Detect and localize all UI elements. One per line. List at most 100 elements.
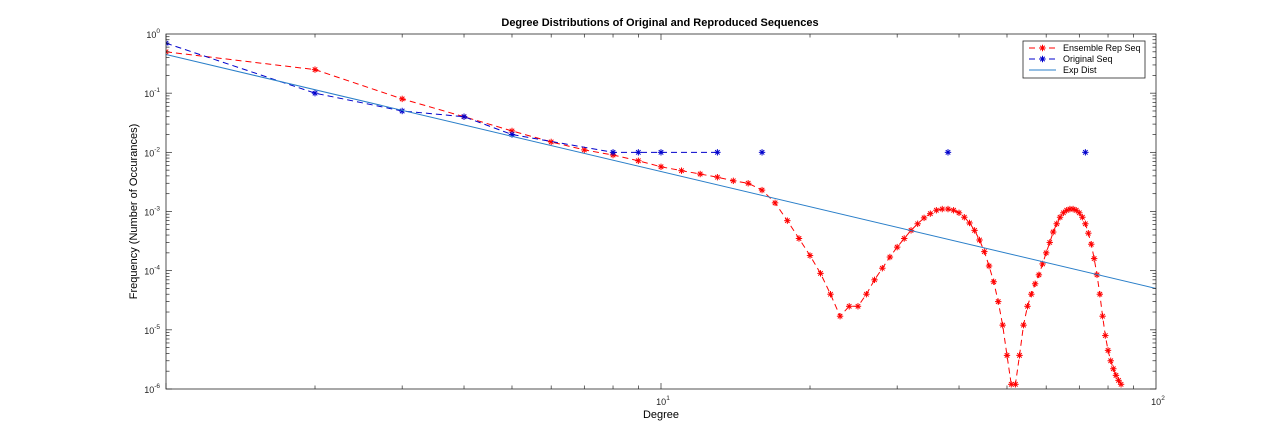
legend-entry: Exp Dist [1029,65,1097,75]
y-tick-label: 10-3 [144,206,160,218]
data-point [893,243,901,251]
data-point [1104,347,1112,354]
data-point [1110,365,1117,372]
series-1 [166,39,1089,156]
data-point [950,207,957,214]
chart-title: Degree Distributions of Original and Rep… [501,17,818,29]
data-point [999,321,1006,329]
data-point [944,149,952,156]
data-point [1042,249,1050,257]
data-point [758,186,766,194]
y-tick-label: 10-6 [144,383,160,395]
data-point [1024,303,1031,310]
legend-label: Original Seq [1063,54,1113,64]
data-point [966,219,973,227]
data-point [1082,149,1089,156]
data-point [1073,207,1080,214]
data-point [976,236,983,244]
data-point [939,205,946,213]
data-point [990,278,997,285]
data-point [1107,357,1114,364]
data-point [1046,239,1053,246]
data-point [1102,332,1109,339]
data-point [1090,255,1098,262]
data-point [836,312,844,320]
data-point [311,89,319,97]
data-point [771,199,779,207]
data-point [678,167,685,174]
data-point [1082,220,1089,227]
data-point [1115,377,1122,384]
series-0 [166,48,1125,388]
data-point [1088,241,1095,248]
data-point [1117,381,1125,388]
plot-area: 101 102 10-6 10-5 10-4 10-3 10-2 10-1 100 [144,28,1165,407]
data-point [784,217,791,224]
axes-layer: 101 102 10-6 10-5 10-4 10-3 10-2 10-1 100 [144,28,1165,407]
data-point [1003,352,1011,359]
x-tick-label: 101 [656,395,670,407]
data-point [714,149,721,156]
plot-background [166,34,1156,389]
y-axis-label: Frequency (Number of Occurances) [128,124,140,299]
data-point [846,303,853,310]
data-point [1076,209,1083,217]
data-point [1020,321,1027,329]
data-point [961,214,968,221]
data-point [398,95,406,103]
data-point [995,298,1002,305]
y-tick-label: 10-1 [144,87,160,99]
data-point [714,173,721,181]
data-point [914,220,921,227]
data-point [1056,214,1064,221]
data-point [955,209,963,217]
data-point [886,253,894,261]
series-line [166,54,1156,289]
data-point [1112,372,1120,379]
data-point [1053,220,1060,227]
data-point [871,276,878,284]
data-point [795,235,803,242]
data-point [657,163,665,170]
data-point [901,235,908,242]
legend-marker [1039,44,1046,52]
data-point [920,214,928,222]
data-point [927,210,934,217]
y-tick-label: 10-4 [144,265,160,277]
data-point [854,303,862,310]
data-point [657,149,665,156]
x-axis-label: Degree [643,409,679,421]
y-tick-label: 10-2 [144,146,160,158]
series-2 [166,54,1156,289]
y-tick-label: 100 [146,28,160,40]
data-point [981,248,988,255]
data-point [944,205,952,213]
data-point [1028,291,1035,298]
legend-marker [1039,55,1046,63]
data-point [609,149,617,156]
data-point [1079,214,1086,221]
x-tick-label: 102 [1151,395,1165,407]
data-point [806,252,814,259]
data-point [1096,291,1104,298]
data-point [758,149,766,156]
legend-entry: Original Seq [1029,54,1113,64]
data-point [635,149,642,156]
data-point [1031,280,1039,287]
series-layer [166,39,1156,388]
data-point [1012,381,1019,388]
data-point [1060,209,1067,217]
data-point [1035,271,1043,279]
data-point [817,270,824,277]
data-point [460,113,468,120]
series-line [166,42,718,153]
data-point [985,262,993,270]
data-point [879,265,886,272]
data-point [696,170,704,178]
data-point [744,180,752,187]
data-point [1085,229,1092,237]
data-point [1099,312,1106,320]
data-point [827,291,834,298]
